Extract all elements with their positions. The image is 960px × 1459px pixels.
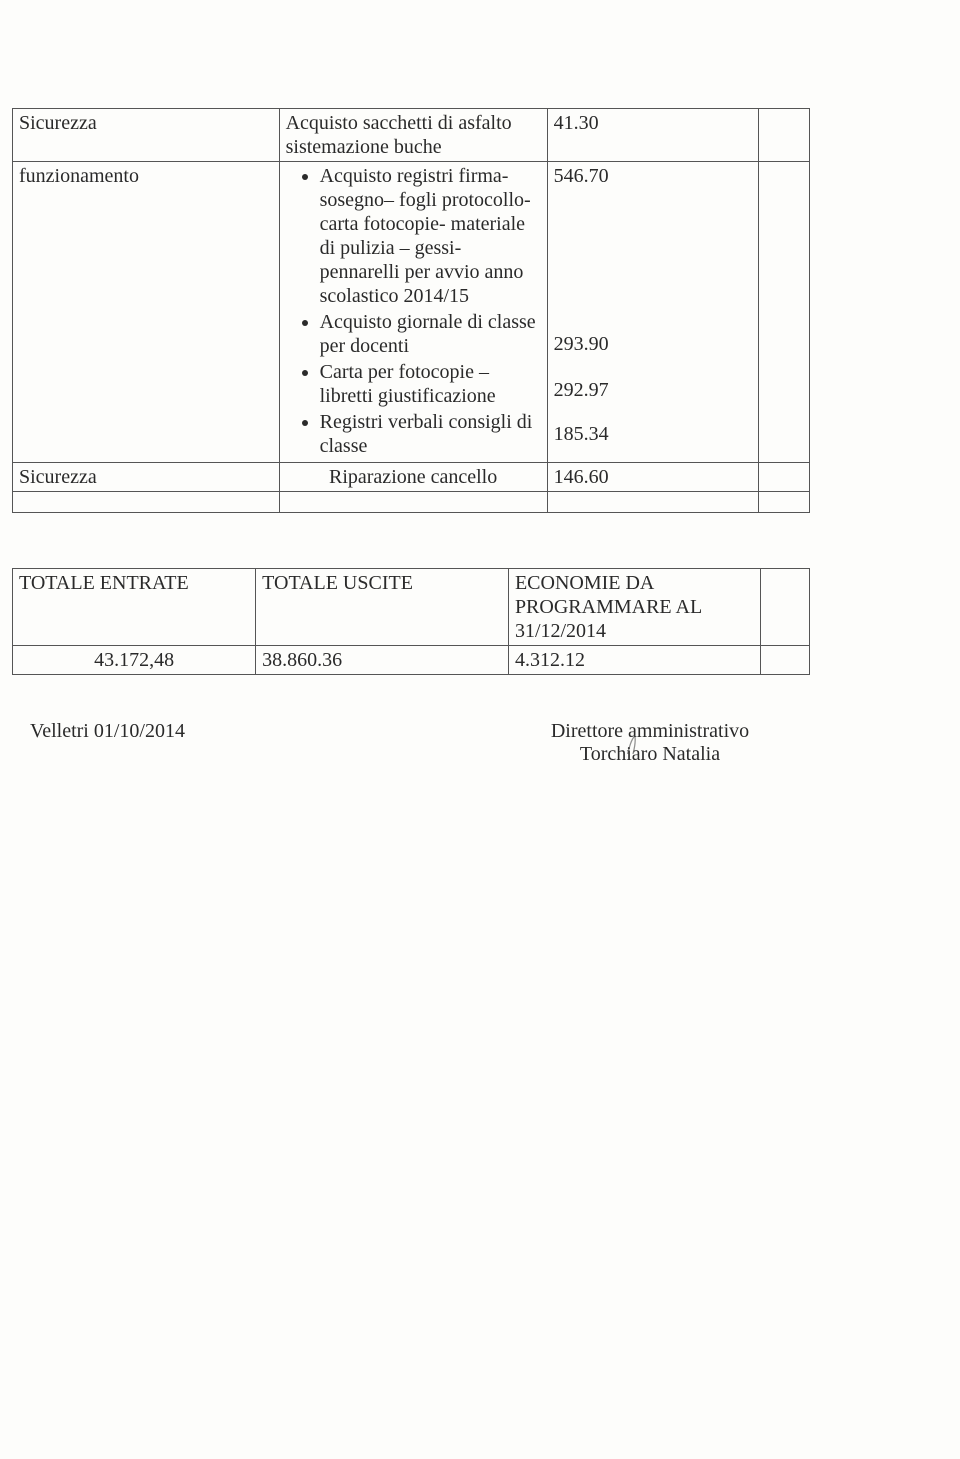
header-uscite: TOTALE USCITE — [256, 569, 509, 646]
bullet-list: Acquisto registri firma- sosegno– fogli … — [286, 164, 541, 458]
table-row: Sicurezza Riparazione cancello 146.60 — [13, 463, 810, 492]
list-item: Acquisto registri firma- sosegno– fogli … — [320, 164, 541, 308]
signatory-title: Direttore amministrativo — [500, 720, 800, 743]
cell-extra — [758, 463, 809, 492]
table-row: TOTALE ENTRATE TOTALE USCITE ECONOMIE DA… — [13, 569, 810, 646]
amount-value: 546.70 — [554, 164, 752, 188]
cell-extra — [758, 162, 809, 463]
cell-description: Acquisto registri firma- sosegno– fogli … — [279, 162, 547, 463]
place-date: Velletri 01/10/2014 — [30, 720, 185, 743]
table-row: 43.172,48 38.860.36 4.312.12 — [13, 646, 810, 675]
header-economie: ECONOMIE DA PROGRAMMARE AL 31/12/2014 — [508, 569, 761, 646]
signatory-name: Torchiaro Natalia — [500, 743, 800, 766]
table-row: Sicurezza Acquisto sacchetti di asfalto … — [13, 109, 810, 162]
cell-category: Sicurezza — [13, 463, 280, 492]
list-item: Acquisto giornale di classe per docenti — [320, 310, 541, 358]
signature-block: Velletri 01/10/2014 Direttore amministra… — [30, 720, 800, 766]
cell-amounts: 546.70 293.90 292.97 185.34 — [547, 162, 758, 463]
page: Sicurezza Acquisto sacchetti di asfalto … — [0, 0, 960, 1459]
amount-value: 292.97 — [554, 378, 752, 402]
cell-description: Riparazione cancello — [279, 463, 547, 492]
signatory: Direttore amministrativo Torchiaro Natal… — [500, 720, 800, 766]
cell-amount: 146.60 — [547, 463, 758, 492]
header-entrate: TOTALE ENTRATE — [13, 569, 256, 646]
expenses-table: Sicurezza Acquisto sacchetti di asfalto … — [12, 108, 810, 513]
cell-category: Sicurezza — [13, 109, 280, 162]
totals-table: TOTALE ENTRATE TOTALE USCITE ECONOMIE DA… — [12, 568, 810, 675]
value-economie: 4.312.12 — [508, 646, 761, 675]
amount-value: 293.90 — [554, 332, 752, 356]
value-entrate: 43.172,48 — [13, 646, 256, 675]
cell-description: Acquisto sacchetti di asfalto sistemazio… — [279, 109, 547, 162]
table-row-empty — [13, 492, 810, 513]
cell-extra — [761, 569, 810, 646]
cell-extra — [758, 109, 809, 162]
cell-amount: 41.30 — [547, 109, 758, 162]
amount-value: 185.34 — [554, 422, 752, 446]
cell-category: funzionamento — [13, 162, 280, 463]
list-item: Registri verbali consigli di classe — [320, 410, 541, 458]
list-item: Carta per fotocopie – libretti giustific… — [320, 360, 541, 408]
table-row: funzionamento Acquisto registri firma- s… — [13, 162, 810, 463]
value-uscite: 38.860.36 — [256, 646, 509, 675]
cell-extra — [761, 646, 810, 675]
